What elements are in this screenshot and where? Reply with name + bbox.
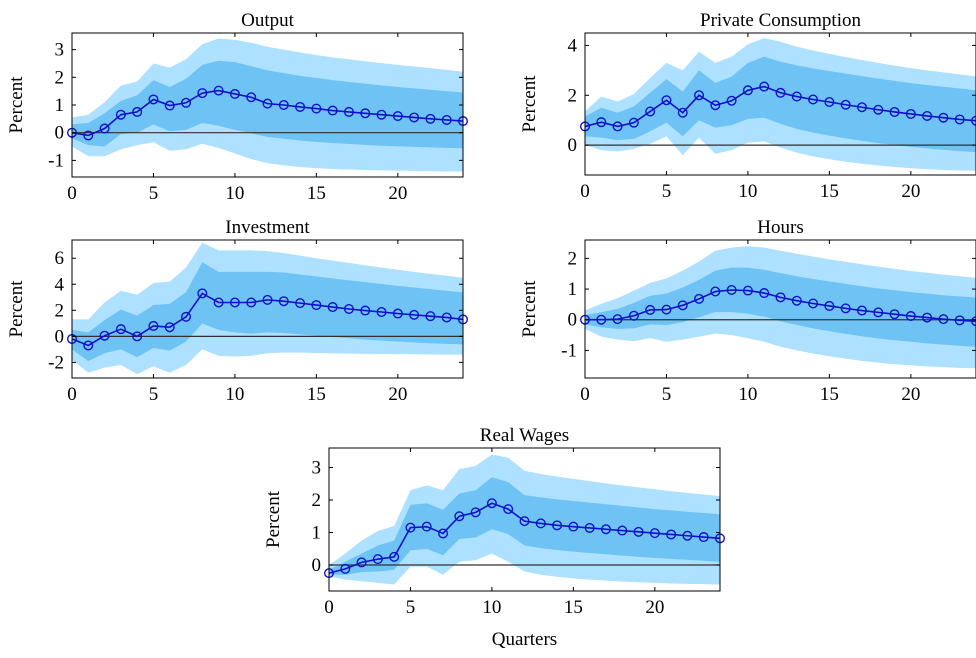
real-wages-plot-area	[329, 455, 720, 585]
hours-y-tick-label: 1	[568, 279, 578, 300]
hours-x-tick-label: 10	[738, 384, 757, 405]
private-consumption-y-tick-label: 4	[568, 35, 578, 56]
hours-title: Hours	[757, 217, 803, 238]
private-consumption-y-axis-label: Percent	[519, 75, 540, 133]
output-x-tick-label: 15	[307, 183, 326, 204]
private-consumption-x-tick-label: 10	[738, 181, 757, 202]
hours-y-tick-label: -1	[561, 340, 577, 361]
hours-y-tick-label: 2	[568, 248, 578, 269]
output-y-tick-label: 0	[55, 123, 65, 144]
real-wages-x-tick-label: 20	[645, 597, 664, 618]
hours-y-tick-label: 0	[568, 310, 578, 331]
output-x-tick-label: 20	[388, 183, 407, 204]
hours-x-tick-label: 15	[820, 384, 839, 405]
real-wages-y-tick-label: 2	[312, 490, 322, 511]
real-wages-x-tick-label: 0	[324, 597, 334, 618]
private-consumption-x-tick-label: 5	[662, 181, 672, 202]
investment-plot-area	[72, 243, 463, 374]
real-wages-x-axis-label: Quarters	[492, 629, 557, 650]
output-x-tick-label: 0	[67, 183, 77, 204]
panel-private-consumption: 0 5 10 15 20 0 2 4 Private Consumption Percent	[519, 10, 976, 202]
investment-x-tick-label: 15	[307, 384, 326, 405]
private-consumption-plot-area	[585, 38, 976, 171]
investment-y-tick-label: 2	[55, 300, 65, 321]
hours-plot-area	[585, 246, 976, 368]
investment-x-tick-label: 0	[67, 384, 77, 405]
output-y-tick-label: 3	[55, 40, 65, 61]
real-wages-y-tick-label: 3	[312, 458, 322, 479]
real-wages-title: Real Wages	[480, 425, 569, 446]
hours-x-tick-label: 5	[662, 384, 672, 405]
investment-y-tick-label: 4	[55, 274, 65, 295]
investment-y-tick-label: 0	[55, 326, 65, 347]
real-wages-x-tick-label: 10	[482, 597, 501, 618]
output-y-axis-label: Percent	[6, 76, 27, 134]
output-y-tick-label: 1	[55, 95, 65, 116]
hours-y-axis-label: Percent	[519, 280, 540, 338]
investment-x-tick-label: 5	[149, 384, 159, 405]
real-wages-y-axis-label: Percent	[263, 490, 284, 548]
hours-x-tick-label: 0	[580, 384, 590, 405]
investment-title: Investment	[225, 217, 310, 238]
real-wages-y-tick-label: 1	[312, 523, 322, 544]
output-x-tick-label: 10	[225, 183, 244, 204]
panel-real-wages: 0 5 10 15 20 0 1 2 3 Real Wages Percent Quarters	[263, 425, 724, 650]
output-y-tick-label: 2	[55, 67, 65, 88]
private-consumption-x-tick-label: 20	[901, 181, 920, 202]
real-wages-x-tick-label: 15	[564, 597, 583, 618]
investment-x-tick-label: 10	[225, 384, 244, 405]
investment-y-tick-label: 6	[55, 248, 65, 269]
real-wages-x-tick-label: 5	[406, 597, 416, 618]
output-y-tick-label: -1	[48, 150, 64, 171]
panel-hours: 0 5 10 15 20 -1 0 1 2 Hours Percent	[519, 217, 976, 405]
investment-y-axis-label: Percent	[6, 280, 27, 338]
private-consumption-title: Private Consumption	[700, 10, 861, 31]
real-wages-y-tick-label: 0	[312, 555, 322, 576]
hours-x-tick-label: 20	[901, 384, 920, 405]
private-consumption-x-tick-label: 15	[820, 181, 839, 202]
investment-y-tick-label: -2	[48, 352, 64, 373]
private-consumption-x-tick-label: 0	[580, 181, 590, 202]
private-consumption-y-tick-label: 0	[568, 135, 578, 156]
output-title: Output	[241, 10, 295, 31]
investment-x-tick-label: 20	[388, 384, 407, 405]
output-plot-area	[72, 39, 463, 172]
output-x-tick-label: 5	[149, 183, 159, 204]
private-consumption-y-tick-label: 2	[568, 85, 578, 106]
